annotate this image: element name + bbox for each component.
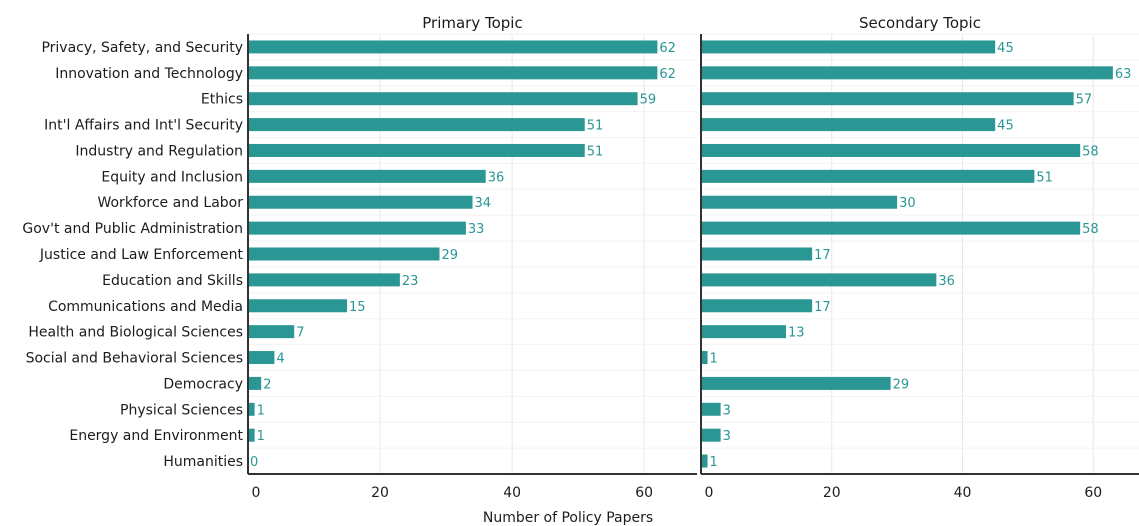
data-label: 1 [710, 455, 718, 470]
bar [701, 92, 1074, 106]
data-label: 7 [296, 326, 304, 341]
data-label: 3 [723, 429, 731, 444]
category-label: Energy and Environment [69, 428, 243, 444]
data-label: 0 [250, 455, 258, 470]
data-label: 1 [257, 429, 265, 444]
bar [701, 351, 708, 365]
bar [701, 402, 721, 416]
data-label: 13 [788, 326, 805, 341]
bar [701, 299, 813, 313]
category-label: Equity and Inclusion [101, 169, 243, 185]
category-label: Privacy, Safety, and Security [41, 40, 243, 56]
data-label: 15 [349, 300, 366, 315]
bar [701, 454, 708, 468]
data-label: 58 [1082, 144, 1099, 159]
bar [248, 351, 275, 365]
bar [248, 376, 262, 390]
data-label: 57 [1076, 93, 1093, 108]
bar [701, 247, 813, 261]
x-tick-label: 60 [635, 485, 653, 501]
x-axis-label: Number of Policy Papers [483, 510, 653, 526]
data-label: 1 [257, 403, 265, 418]
bar [701, 66, 1113, 80]
x-tick-label: 20 [371, 485, 389, 501]
bar [248, 143, 585, 157]
secondary-topic-panel: Secondary Topic4563574558513058173617131… [700, 14, 1139, 501]
bar [248, 66, 658, 80]
category-labels: Privacy, Safety, and Security Innovation … [22, 40, 243, 470]
data-label: 62 [659, 67, 676, 82]
category-label: Physical Sciences [120, 402, 243, 418]
bar [248, 325, 295, 339]
category-label: Health and Biological Sciences [28, 325, 243, 341]
bar [248, 92, 638, 106]
bar [248, 247, 440, 261]
data-label: 30 [899, 196, 916, 211]
bar [248, 195, 473, 209]
data-label: 29 [441, 248, 458, 263]
category-label: Democracy [163, 376, 243, 392]
data-label: 33 [468, 222, 485, 237]
data-label: 29 [893, 377, 910, 392]
bar [248, 169, 486, 183]
data-label: 23 [402, 274, 419, 289]
x-tick-label: 0 [705, 485, 714, 501]
category-label: Workforce and Labor [97, 195, 243, 211]
data-label: 3 [723, 403, 731, 418]
data-label: 2 [263, 377, 271, 392]
data-label: 34 [475, 196, 492, 211]
data-label: 51 [587, 119, 604, 134]
data-label: 36 [488, 170, 505, 185]
bar [248, 118, 585, 132]
category-label: Education and Skills [102, 273, 243, 289]
data-label: 17 [814, 248, 831, 263]
bar [701, 40, 996, 54]
bar [248, 428, 255, 442]
panel-title: Primary Topic [422, 14, 522, 32]
category-label: Int'l Affairs and Int'l Security [44, 118, 243, 134]
bar [701, 143, 1081, 157]
data-label: 4 [276, 352, 284, 367]
bar [701, 118, 996, 132]
data-label: 45 [997, 119, 1014, 134]
bar [701, 325, 786, 339]
bar [701, 428, 721, 442]
primary-topic-panel: Primary Topic626259515136343329231574211… [247, 14, 697, 501]
x-tick-label: 60 [1084, 485, 1102, 501]
data-label: 62 [659, 41, 676, 56]
data-label: 45 [997, 41, 1014, 56]
data-label: 1 [710, 352, 718, 367]
x-tick-label: 40 [503, 485, 521, 501]
category-label: Innovation and Technology [55, 66, 243, 82]
panel-title: Secondary Topic [859, 14, 981, 32]
category-label: Gov't and Public Administration [22, 221, 243, 237]
data-label: 17 [814, 300, 831, 315]
data-label: 63 [1115, 67, 1132, 82]
bar [248, 402, 255, 416]
bar [701, 195, 898, 209]
bar [701, 169, 1035, 183]
bar [248, 40, 658, 54]
bar [248, 273, 400, 287]
data-label: 58 [1082, 222, 1099, 237]
data-label: 59 [640, 93, 657, 108]
category-label: Communications and Media [48, 299, 243, 315]
bar [701, 221, 1081, 235]
x-tick-label: 20 [823, 485, 841, 501]
category-label: Industry and Regulation [75, 143, 243, 159]
data-label: 51 [587, 144, 604, 159]
category-label: Humanities [163, 454, 243, 470]
category-label: Social and Behavioral Sciences [26, 351, 243, 367]
x-tick-label: 40 [954, 485, 972, 501]
category-label: Justice and Law Enforcement [39, 247, 244, 263]
data-label: 51 [1036, 170, 1053, 185]
bar [248, 221, 466, 235]
category-label: Ethics [201, 92, 243, 108]
bar [701, 273, 937, 287]
x-tick-label: 0 [252, 485, 261, 501]
bar [248, 299, 348, 313]
data-label: 36 [938, 274, 955, 289]
bar [701, 376, 891, 390]
